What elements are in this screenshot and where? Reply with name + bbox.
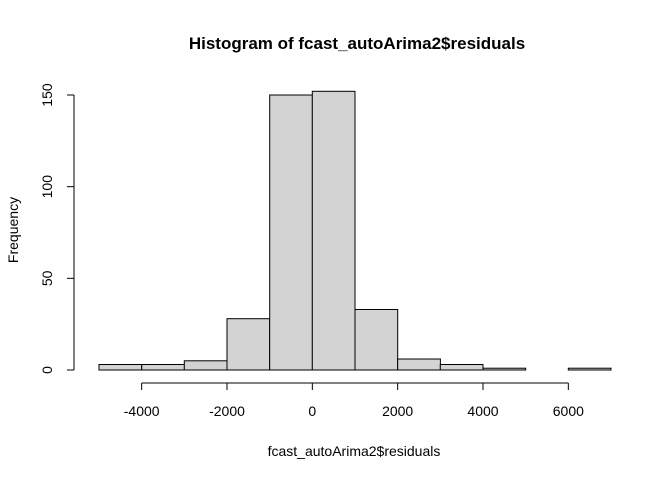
x-tick-label: 6000: [553, 403, 584, 419]
histogram-bar: [226, 318, 271, 371]
histogram-bar: [567, 367, 612, 371]
y-tick-label: 150: [39, 83, 55, 107]
x-tick-label: -2000: [209, 403, 245, 419]
x-axis: -4000 -2000 0 2000 4000 6000: [124, 382, 584, 419]
histogram-bar: [98, 364, 143, 371]
histogram-bar: [354, 309, 399, 371]
x-axis-label: fcast_autoArima2$residuals: [268, 443, 441, 459]
x-tick-label: 0: [308, 403, 316, 419]
histogram-bar: [269, 94, 313, 371]
histogram-bar: [482, 367, 527, 371]
x-tick-label: 4000: [467, 403, 498, 419]
histogram-bar: [183, 360, 228, 371]
y-tick-label: 0: [39, 366, 55, 374]
x-tick-label: -4000: [124, 403, 160, 419]
histogram-bar: [141, 364, 185, 371]
histogram-bar: [397, 358, 441, 371]
y-tick-label: 100: [39, 175, 55, 199]
histogram-bar: [311, 90, 356, 371]
bars-group: [98, 90, 612, 371]
y-axis-label: Frequency: [5, 197, 21, 263]
x-tick-label: 2000: [382, 403, 413, 419]
histogram-bar: [439, 364, 484, 371]
chart-title: Histogram of fcast_autoArima2$residuals: [189, 34, 525, 53]
y-axis: 0 50 100 150: [39, 83, 75, 374]
y-tick-label: 50: [39, 270, 55, 286]
